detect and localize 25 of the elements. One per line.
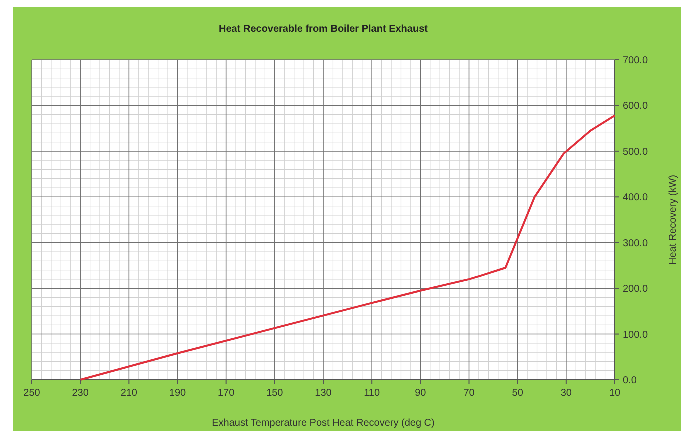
y-tick-label: 200.0	[623, 284, 648, 296]
y-axis-title: Heat Recovery (kW)	[668, 174, 679, 266]
x-tick-label: 170	[218, 388, 236, 399]
y-tick-label: 400.0	[623, 192, 648, 204]
x-tick-label: 210	[120, 388, 138, 399]
y-tick-label: 100.0	[623, 330, 648, 341]
x-tick-label: 70	[464, 388, 476, 399]
x-tick-label: 130	[315, 388, 332, 399]
x-tick-label: 30	[560, 388, 572, 399]
x-tick-label: 250	[24, 388, 41, 399]
x-tick-label: 90	[415, 388, 427, 399]
x-tick-label: 190	[169, 388, 187, 399]
y-tick-label: 300.0	[623, 238, 648, 250]
x-tick-label: 150	[266, 388, 284, 399]
y-tick-label: 500.0	[623, 146, 648, 158]
x-tick-label: 10	[609, 388, 621, 399]
x-tick-label: 110	[364, 388, 380, 399]
x-tick-label: 50	[512, 388, 524, 399]
x-axis-title: Exhaust Temperature Post Heat Recovery (deg C)	[212, 418, 435, 429]
y-tick-label: 600.0	[623, 101, 648, 112]
y-tick-label: 700.0	[623, 56, 648, 66]
chart-title: Heat Recoverable from Boiler Plant Exhaust	[219, 24, 429, 35]
x-tick-label: 230	[72, 388, 90, 399]
line-series	[80, 114, 616, 381]
y-tick-label: 0.0	[623, 376, 638, 386]
